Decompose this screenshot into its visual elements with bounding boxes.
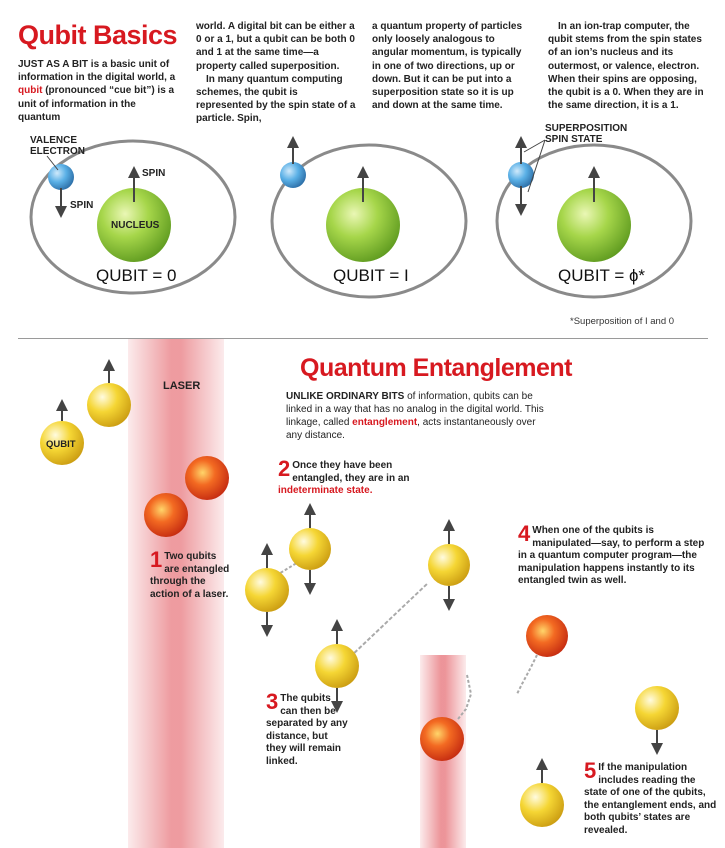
col1-text2: (pronounced “cue bit”) is a unit of info… — [18, 85, 175, 123]
atom-qubit-0 — [29, 139, 237, 295]
qubit-superposition-label: QUBIT = ɸ* — [558, 266, 645, 285]
step-2: 2 Once they have been entangled, they are… — [278, 456, 428, 498]
free-qubit-pair — [40, 359, 131, 465]
qubit-label: QUBIT — [46, 439, 76, 450]
indeterminate-pair — [245, 503, 331, 637]
entangling-pair — [144, 456, 229, 537]
intro-text-1: of information, qubits can be linked in … — [286, 391, 544, 428]
valence-electron-label: VALENCE ELECTRON — [30, 135, 85, 157]
nucleus-sphere — [557, 188, 631, 262]
spin-label-bottom: SPIN — [70, 200, 94, 211]
qubit-sphere — [87, 383, 131, 427]
qubit-sphere — [315, 644, 359, 688]
valence-pointer-line — [46, 155, 59, 171]
col2-p1: world. A digital bit can be either a 0 o… — [196, 21, 355, 72]
entanglement-intro: UNLIKE ORDINARY BITS of information, qub… — [286, 390, 548, 442]
orbit-ring — [29, 139, 237, 295]
step-5-number: 5 — [584, 758, 597, 783]
superposition-footnote: *Superposition of I and 0 — [570, 316, 675, 327]
nucleus-label: NUCLEUS — [111, 220, 160, 231]
qubit-basics-col2: world. A digital bit can be either a 0 o… — [196, 20, 356, 126]
laser-label: LASER — [163, 380, 201, 392]
col1-lead: JUST AS A BIT — [18, 59, 89, 70]
step-5-text: If the manipulation includes reading the… — [584, 762, 717, 836]
qubit-sphere — [635, 686, 679, 730]
electron-sphere — [508, 162, 534, 188]
intro-text-2: , acts instantaneously over any distance… — [286, 417, 536, 441]
step-3: 3 The qubits can then be separated by any… — [266, 689, 348, 768]
step-4: 4 When one of the qubits is manipulated—s… — [518, 521, 708, 588]
spin-label-top: SPIN — [142, 168, 166, 179]
qubit-basics-title: Qubit Basics — [18, 20, 178, 50]
superposition-label: SUPERPOSITION SPIN STATE — [545, 123, 628, 145]
entanglement-chain — [349, 582, 429, 658]
atom-qubit-1 — [270, 136, 468, 299]
revealed-qubits — [520, 686, 679, 827]
section-divider — [18, 338, 708, 339]
qubit-1-label: QUBIT = I — [333, 266, 409, 285]
qubit-0-label: QUBIT = 0 — [96, 266, 177, 285]
superposition-pointer-2 — [527, 139, 546, 193]
manipulated-pair — [420, 615, 568, 761]
step-2-number: 2 — [278, 456, 291, 481]
qubit-basics-col3: a quantum property of particles only loo… — [372, 20, 532, 112]
intro-lead: UNLIKE ORDINARY BITS — [286, 391, 405, 402]
laser-beam-main — [128, 339, 224, 848]
qubit-sphere — [428, 544, 470, 586]
step-1-number: 1 — [150, 547, 163, 572]
step-1: 1 Two qubits are entangled through the ac… — [150, 547, 230, 601]
step-3-text: The qubits can then be separated by any … — [266, 693, 348, 767]
entangling-sphere — [185, 456, 229, 500]
step-1-text: Two qubits are entangled through the act… — [150, 551, 230, 600]
nucleus-sphere — [326, 188, 400, 262]
entangling-sphere — [144, 493, 188, 537]
qubit-sphere — [520, 783, 564, 827]
entanglement-chain — [457, 674, 473, 720]
col1-text1: is a basic unit of information in the di… — [18, 59, 176, 84]
step-4-text: When one of the qubits is manipulated—sa… — [518, 525, 705, 586]
electron-sphere — [48, 164, 74, 190]
entanglement-word: entanglement — [352, 417, 418, 428]
step-2-red-text: indeterminate state. — [278, 485, 373, 496]
qubit-sphere — [245, 568, 289, 612]
electron-sphere — [280, 162, 306, 188]
separated-linked-pair — [315, 519, 470, 713]
step-5: 5 If the manipulation includes reading th… — [584, 758, 718, 837]
orbit-ring — [495, 143, 693, 299]
manipulated-sphere — [526, 615, 568, 657]
qubit-word: qubit — [18, 85, 43, 97]
qubit-basics-col1: JUST AS A BIT is a basic unit of informa… — [18, 58, 180, 124]
col4-p1: In an ion-trap computer, the qubit stems… — [548, 21, 704, 112]
step-4-number: 4 — [518, 521, 531, 546]
entanglement-chain — [516, 654, 538, 695]
atom-diagrams — [29, 136, 693, 299]
manipulated-sphere — [420, 717, 464, 761]
col2-p2: In many quantum computing schemes, the q… — [196, 73, 356, 125]
qubit-sphere — [289, 528, 331, 570]
step-3-number: 3 — [266, 689, 279, 714]
entanglement-title: Quantum Entanglement — [300, 354, 572, 382]
entanglement-diagram — [40, 359, 679, 827]
qubit-sphere — [40, 421, 84, 465]
orbit-ring — [270, 143, 468, 299]
superposition-pointer-1 — [523, 139, 546, 153]
col3-p1: a quantum property of particles only loo… — [372, 21, 523, 112]
nucleus-sphere — [97, 188, 171, 262]
qubit-basics-col4: In an ion-trap computer, the qubit stems… — [548, 20, 710, 112]
step-2-text: Once they have been entangled, they are … — [292, 460, 410, 484]
atom-qubit-superposition — [495, 136, 693, 299]
